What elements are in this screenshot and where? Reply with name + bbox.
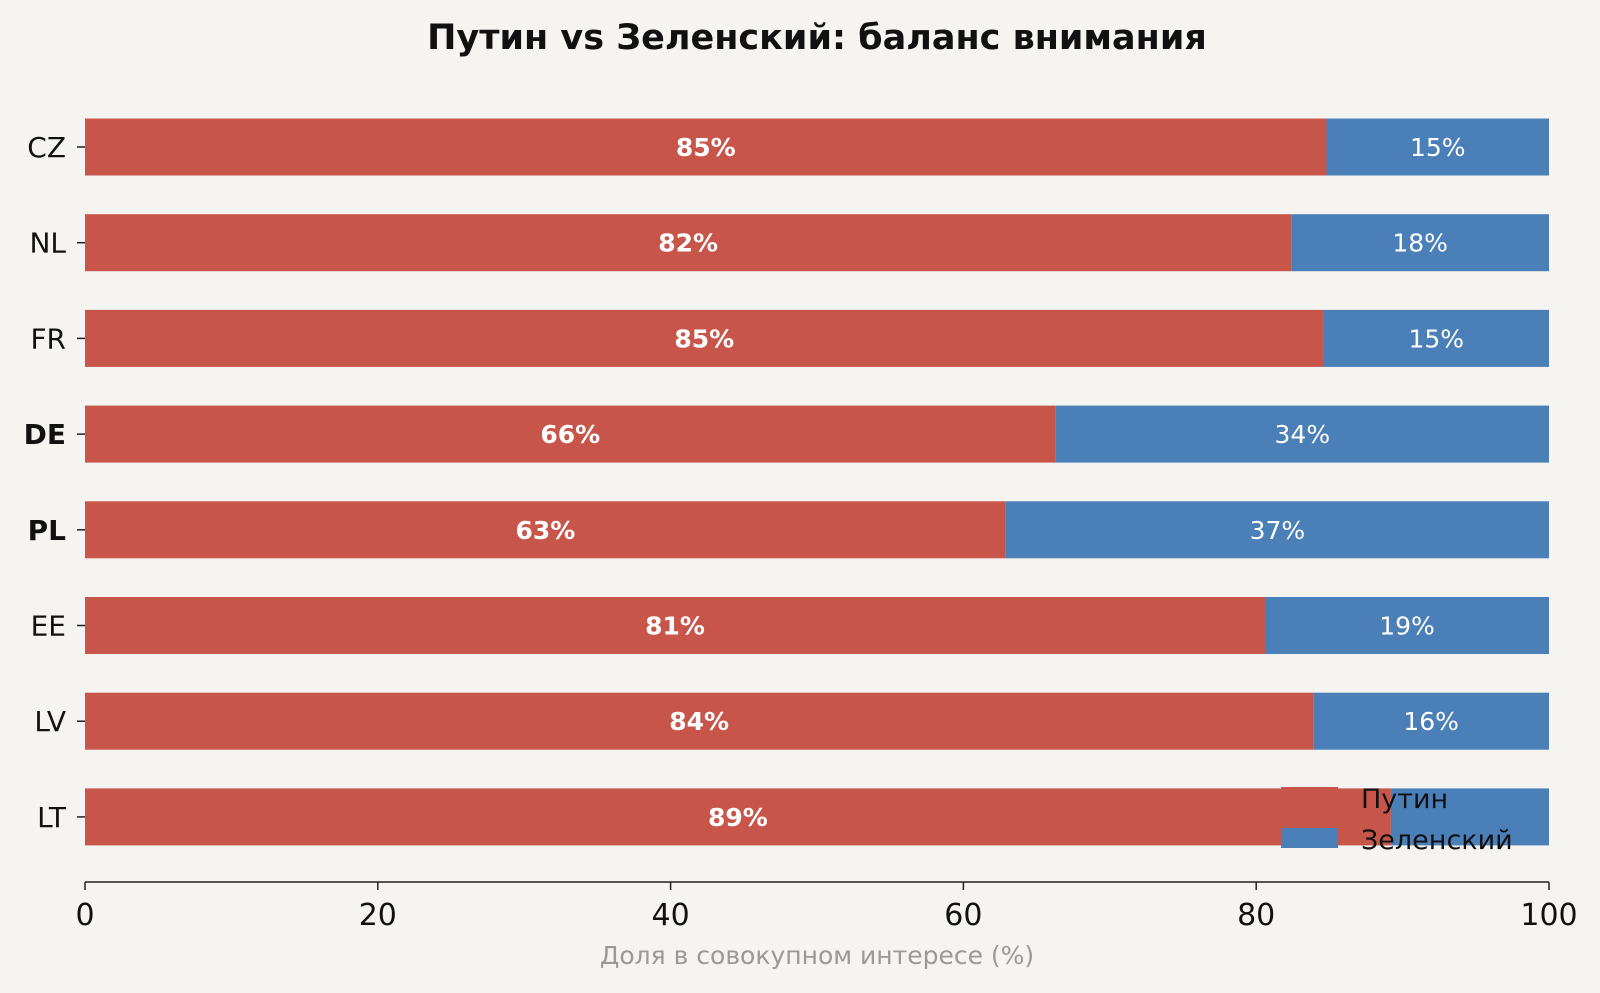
bar-label-ee-series-2: 19% xyxy=(1379,612,1435,641)
bar-pl-series-2 xyxy=(1005,501,1549,559)
x-axis-label: Доля в совокупном интересе (%) xyxy=(600,941,1034,970)
bar-pl-series-1 xyxy=(85,501,1006,559)
bar-label-de-series-2: 34% xyxy=(1275,420,1331,449)
bar-label-cz-series-2: 15% xyxy=(1410,133,1466,162)
x-tick-label-0: 0 xyxy=(75,898,94,933)
bars-layer: 85% 15% 82% 18% 85% 15% 66% 34% 63% 37% 81% 19% 84% 1… xyxy=(85,118,1549,846)
y-tick-label-lt: LT xyxy=(37,801,67,834)
bar-cz-series-1 xyxy=(85,118,1327,176)
bar-label-cz-series-1: 85% xyxy=(676,133,736,162)
y-tick-label-de: DE xyxy=(24,418,66,451)
y-tick-label-lv: LV xyxy=(34,705,66,738)
chart-title: Путин vs Зеленский: баланс внимания xyxy=(427,18,1207,58)
legend-label-2: Зеленский xyxy=(1361,825,1513,856)
bar-cz-series-2 xyxy=(1326,118,1549,176)
bar-de-series-1 xyxy=(85,405,1056,463)
y-tick-label-fr: FR xyxy=(30,322,66,355)
bar-label-nl-series-1: 82% xyxy=(658,229,718,258)
legend: Путин Зеленский xyxy=(1281,784,1513,856)
bar-ee-series-2 xyxy=(1264,597,1549,654)
bar-fr-series-2 xyxy=(1323,309,1549,367)
x-tick-label-100: 100 xyxy=(1520,898,1577,933)
y-tick-label-pl: PL xyxy=(28,514,67,547)
bar-lt-series-2 xyxy=(1390,788,1549,846)
bar-label-lv-series-2: 16% xyxy=(1403,707,1459,736)
bar-lt-series-1 xyxy=(85,788,1391,846)
bar-label-fr-series-2: 15% xyxy=(1408,324,1464,353)
y-tick-label-cz: CZ xyxy=(27,131,66,164)
bar-label-de-series-1: 66% xyxy=(540,420,600,449)
bar-lv-series-1 xyxy=(85,692,1314,750)
bar-label-lv-series-1: 84% xyxy=(669,707,729,736)
bar-label-pl-series-1: 63% xyxy=(516,516,576,545)
bar-nl-series-1 xyxy=(85,214,1292,272)
y-axis: CZ NL FR DE PL EE LV LT xyxy=(24,131,85,834)
bar-nl-series-2 xyxy=(1291,214,1549,272)
x-tick-label-20: 20 xyxy=(359,898,397,933)
legend-swatch-2 xyxy=(1281,828,1338,848)
bar-label-pl-series-2: 37% xyxy=(1250,516,1306,545)
legend-swatch-1 xyxy=(1281,787,1338,807)
bar-de-series-2 xyxy=(1055,405,1549,463)
x-axis: 0 20 40 60 80 100 xyxy=(75,881,1578,933)
bar-label-ee-series-1: 81% xyxy=(645,612,705,641)
legend-label-1: Путин xyxy=(1361,784,1448,815)
bar-label-nl-series-2: 18% xyxy=(1392,229,1448,258)
y-tick-label-nl: NL xyxy=(29,227,66,260)
x-tick-label-40: 40 xyxy=(652,898,690,933)
bar-label-lt-series-1: 89% xyxy=(708,803,768,832)
x-tick-label-60: 60 xyxy=(944,898,982,933)
bar-lv-series-2 xyxy=(1313,692,1549,750)
x-tick-label-80: 80 xyxy=(1237,898,1275,933)
bar-label-fr-series-1: 85% xyxy=(674,324,734,353)
bar-ee-series-1 xyxy=(85,597,1265,654)
bar-fr-series-1 xyxy=(85,309,1324,367)
y-tick-label-ee: EE xyxy=(31,610,66,643)
